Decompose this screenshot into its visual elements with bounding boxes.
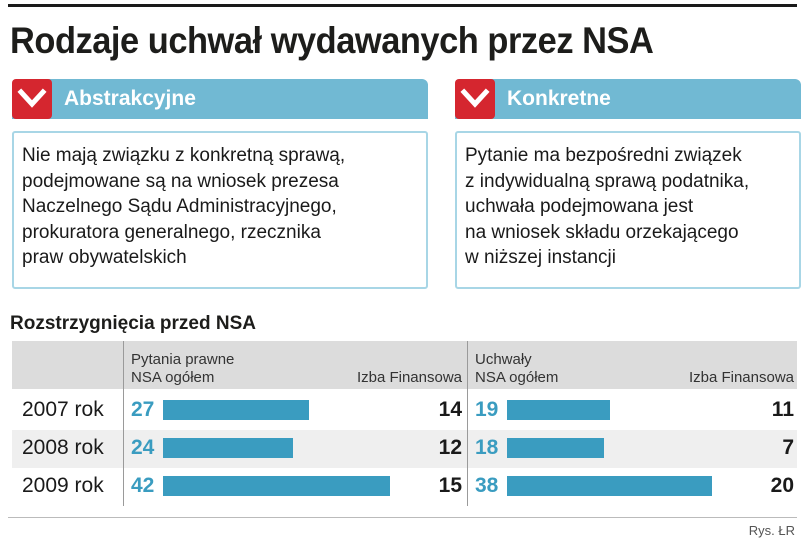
table-row	[12, 430, 797, 468]
card-line: Naczelnego Sądu Administracyjnego,	[22, 196, 337, 217]
izba-value-label: 7	[782, 436, 794, 459]
card-line: prokuratora generalnego, rzecznika	[22, 221, 321, 243]
card-title: Abstrakcyjne	[64, 87, 196, 110]
bottom-rule	[8, 517, 797, 518]
card-line: w niższej instancji	[465, 247, 616, 268]
total-value-label: 18	[475, 436, 499, 459]
izba-header: Izba Finansowa	[356, 369, 462, 386]
bar	[163, 400, 309, 420]
table-header	[12, 341, 797, 389]
table-row	[12, 392, 797, 430]
group-header-line: Pytania prawne	[131, 351, 235, 368]
bar	[507, 438, 604, 458]
chevron-down-icon	[455, 79, 495, 119]
total-value-label: 38	[475, 474, 499, 497]
bar	[507, 400, 610, 420]
year-label: 2008 rok	[22, 436, 104, 459]
card-text: Nie mają związku z konkretną sprawą, pod…	[12, 131, 428, 289]
card-line: podejmowane są na wniosek prezesa	[22, 170, 339, 192]
column-divider	[123, 341, 124, 506]
izba-value-label: 11	[771, 398, 794, 421]
group-header-line: NSA ogółem	[475, 369, 559, 386]
total-value-label: 42	[131, 474, 155, 497]
izba-value-label: 20	[770, 474, 794, 497]
card-header: Konkretne	[455, 79, 801, 119]
card-line: uchwała podejmowana jest	[465, 196, 694, 217]
top-rule	[8, 4, 797, 7]
card-line: Pytanie ma bezpośredni związek	[465, 145, 742, 166]
total-value-label: 24	[131, 436, 155, 459]
card-line: Nie mają związku z konkretną sprawą,	[22, 145, 346, 166]
credit: Rys. ŁR	[748, 523, 795, 538]
izba-value-label: 12	[438, 436, 462, 459]
bar	[163, 438, 293, 458]
group-header: Pytania prawne NSA ogółem	[131, 351, 234, 387]
card-header: Abstrakcyjne	[12, 79, 428, 119]
group-header-line: Uchwały	[475, 351, 532, 368]
card-abstrakcyjne: Abstrakcyjne Nie mają związku z konkretn…	[12, 79, 428, 292]
card-line: z indywidualną sprawą podatnika,	[465, 170, 750, 192]
bar	[163, 476, 390, 496]
total-value-label: 27	[131, 398, 155, 421]
card-line: na wniosek składu orzekającego	[465, 221, 739, 243]
chevron-down-icon	[12, 79, 52, 119]
card-line: praw obywatelskich	[22, 247, 187, 268]
page-title: Rodzaje uchwał wydawanych przez NSA	[10, 20, 654, 61]
izba-value-label: 14	[438, 398, 462, 421]
year-label: 2009 rok	[22, 474, 104, 497]
izba-value-label: 15	[438, 474, 462, 497]
card-title: Konkretne	[507, 87, 611, 110]
bar	[507, 476, 712, 496]
card-text: Pytanie ma bezpośredni związek z indywid…	[455, 131, 801, 289]
group-header: Uchwały NSA ogółem	[475, 351, 558, 387]
izba-header: Izba Finansowa	[688, 369, 794, 386]
card-konkretne: Konkretne Pytanie ma bezpośredni związek…	[455, 79, 801, 292]
total-value-label: 19	[475, 398, 499, 421]
year-label: 2007 rok	[22, 398, 104, 421]
column-divider	[467, 341, 468, 506]
group-header-line: NSA ogółem	[131, 369, 215, 386]
section-title: Rozstrzygnięcia przed NSA	[10, 313, 256, 334]
